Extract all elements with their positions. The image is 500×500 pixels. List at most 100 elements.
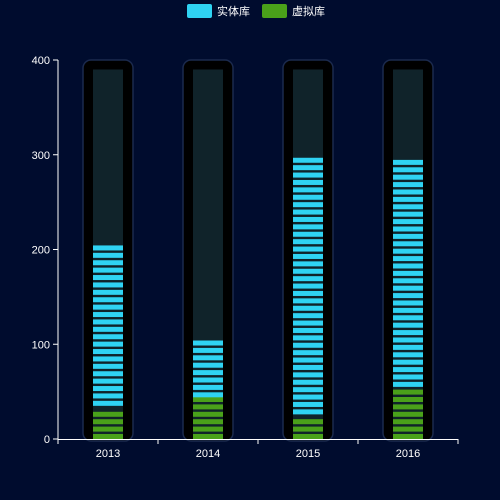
bar-segment [93, 252, 123, 258]
bar-虚拟库-2013[interactable] [93, 411, 123, 439]
bar-segment [393, 315, 423, 321]
bar-segment [293, 209, 323, 215]
bar-segment [293, 357, 323, 363]
legend-label-1[interactable]: 虚拟库 [292, 4, 325, 18]
bar-segment [193, 411, 223, 417]
bar-segment [293, 172, 323, 178]
bar-segment [393, 174, 423, 180]
legend-swatch-0[interactable] [187, 4, 212, 18]
bar-segment [293, 194, 323, 200]
bar-segment [393, 256, 423, 262]
bar-tracks [82, 59, 434, 442]
bar-segment [293, 409, 323, 415]
bar-segment [293, 157, 323, 163]
bar-segment [393, 182, 423, 188]
bar-虚拟库-2015[interactable] [293, 419, 323, 439]
bar-segment [193, 370, 223, 376]
bar-segment [393, 167, 423, 173]
bar-segment [393, 381, 423, 387]
bar-segment [193, 434, 223, 439]
bar-segment [293, 276, 323, 282]
bar-segment [93, 334, 123, 340]
legend: 实体库 虚拟库 [187, 4, 325, 18]
bar-segment [293, 320, 323, 326]
bar-segment [293, 379, 323, 385]
bar-segment [93, 378, 123, 384]
bar-segment [93, 260, 123, 266]
legend-swatch-1[interactable] [262, 4, 287, 18]
bar-segment [393, 404, 423, 410]
bar-segment [293, 313, 323, 319]
bar-segment [293, 327, 323, 333]
y-tick-label: 300 [32, 150, 50, 162]
y-tick-label: 400 [32, 55, 50, 67]
bar-segment [393, 285, 423, 291]
bar-segment [93, 304, 123, 310]
bar-segment [393, 330, 423, 336]
bar-segment [393, 352, 423, 358]
y-tick-label: 100 [32, 339, 50, 351]
bar-segment [193, 384, 223, 390]
bar-segment [393, 300, 423, 306]
bar-segment [293, 434, 323, 439]
bar-segment [393, 211, 423, 217]
bar-实体库-2014[interactable] [193, 340, 223, 398]
bar-segment [293, 231, 323, 237]
bar-segment [93, 386, 123, 392]
bar-segment [93, 434, 123, 439]
bar-segment [393, 270, 423, 276]
bar-segment [393, 159, 423, 165]
bar-segment [393, 241, 423, 247]
bar-track-inner [193, 69, 223, 439]
bar-segment [293, 261, 323, 267]
bar-segment [93, 282, 123, 288]
bar-segment [393, 263, 423, 269]
bar-segment [93, 319, 123, 325]
bar-segment [193, 392, 223, 398]
bar-segment [293, 401, 323, 407]
bar-segment [393, 204, 423, 210]
bar-segment [293, 290, 323, 296]
bar-segment [393, 419, 423, 425]
bar-segment [293, 253, 323, 259]
bars [93, 157, 423, 439]
bar-segment [93, 371, 123, 377]
bar-segment [393, 389, 423, 395]
bar-segment [293, 298, 323, 304]
bar-segment [393, 426, 423, 432]
bar-segment [93, 393, 123, 399]
bar-segment [193, 377, 223, 383]
bar-虚拟库-2016[interactable] [393, 389, 423, 439]
bar-segment [93, 426, 123, 432]
bar-segment [193, 419, 223, 425]
y-tick-label: 0 [44, 434, 50, 446]
bar-segment [393, 226, 423, 232]
bar-segment [93, 363, 123, 369]
bar-segment [93, 341, 123, 347]
bar-segment [393, 359, 423, 365]
bar-segment [193, 426, 223, 432]
bar-segment [393, 248, 423, 254]
bar-segment [93, 419, 123, 425]
bar-实体库-2015[interactable] [293, 157, 323, 415]
bar-segment [393, 293, 423, 299]
bar-segment [293, 202, 323, 208]
bar-实体库-2013[interactable] [93, 245, 123, 406]
bar-segment [393, 434, 423, 439]
bar-segment [393, 411, 423, 417]
bar-segment [393, 219, 423, 225]
x-tick-label: 2014 [196, 448, 220, 460]
axes: 0 100 200 300 400 2013 2014 2015 2016 [32, 55, 459, 460]
bar-虚拟库-2014[interactable] [193, 397, 223, 439]
bar-实体库-2016[interactable] [393, 159, 423, 387]
legend-label-0[interactable]: 实体库 [217, 4, 250, 18]
bar-segment [93, 275, 123, 281]
bar-segment [393, 337, 423, 343]
bar-segment [293, 283, 323, 289]
x-tick-label: 2013 [96, 448, 120, 460]
bar-segment [293, 305, 323, 311]
bar-segment [93, 245, 123, 251]
bar-segment [393, 278, 423, 284]
